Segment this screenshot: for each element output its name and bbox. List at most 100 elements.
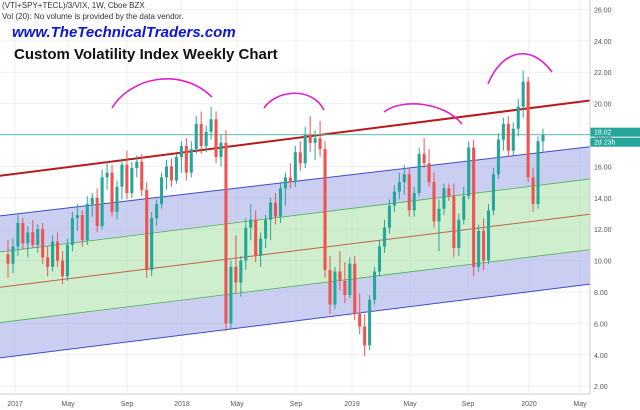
candle-body: [160, 177, 164, 205]
candle-body: [452, 196, 456, 249]
candle-body: [41, 229, 45, 258]
candle-body: [477, 230, 481, 267]
y-tick-label: 12.00: [594, 227, 612, 234]
candle-body: [125, 164, 129, 194]
candle-body: [377, 246, 382, 272]
candle-body: [244, 227, 248, 261]
candle-body: [239, 260, 243, 283]
candle-body: [100, 177, 104, 227]
symbol-line: (VTI+SPY+TECL)/3/VIX, 1W, Cboe BZX: [2, 1, 145, 10]
y-tick-label: 14.00: [594, 196, 612, 203]
candle-body: [60, 260, 65, 277]
candle-body: [65, 244, 69, 277]
x-tick-label: 2020: [521, 401, 537, 408]
candle-body: [353, 263, 357, 314]
website-label: www.TheTechnicalTraders.com: [12, 24, 236, 41]
candle-body: [264, 219, 268, 239]
candle-body: [269, 202, 273, 220]
candle-body: [491, 174, 495, 211]
volume-note: Vol (20): No volume is provided by the d…: [2, 12, 184, 21]
candle-body: [36, 229, 40, 245]
candle-body: [249, 219, 253, 228]
lower-band: [0, 249, 590, 358]
y-tick-label: 10.00: [594, 259, 612, 266]
candle-body: [194, 124, 198, 150]
y-tick-label: 20.00: [594, 102, 612, 109]
candle-body: [368, 299, 372, 346]
annotation-arc: [111, 78, 213, 109]
y-tick-label: 22.00: [594, 70, 612, 77]
candle-body: [145, 189, 149, 270]
candle-body: [85, 204, 89, 241]
x-tick-label: Sep: [121, 401, 134, 408]
candle-body: [6, 254, 10, 264]
candle-body: [472, 147, 476, 267]
candle-body: [407, 174, 411, 211]
candle-body: [56, 241, 60, 261]
countdown-value: 2d 23h: [594, 140, 616, 147]
candle-body: [531, 177, 535, 205]
candle-body: [427, 163, 431, 183]
candle-body: [412, 193, 416, 211]
y-tick-label: 26.00: [594, 7, 612, 14]
candle-body: [323, 149, 327, 270]
x-tick-label: Sep: [462, 401, 475, 408]
x-tick-label: 2018: [174, 401, 190, 408]
candle-body: [80, 215, 84, 241]
candle-body: [169, 166, 174, 181]
annotation-arc: [383, 103, 463, 125]
channel-line-lower-inner: [0, 249, 591, 323]
candle-body: [224, 142, 228, 324]
candle-body: [278, 188, 282, 217]
candle-body: [75, 215, 79, 219]
candle-body: [110, 172, 114, 212]
candle-body: [254, 219, 258, 256]
candle-body: [313, 138, 317, 143]
candle-body: [387, 205, 391, 228]
candle-body: [447, 188, 451, 197]
candle-body: [348, 263, 352, 296]
candle-body: [482, 230, 486, 261]
candle-body: [229, 266, 233, 324]
candle-body: [506, 124, 510, 151]
candle-body: [382, 227, 387, 247]
candle-body: [135, 161, 139, 168]
candle-body: [164, 166, 169, 178]
channel-line-upper-inner: [0, 178, 591, 253]
candle-body: [373, 271, 377, 300]
annotation-arc: [263, 92, 325, 111]
x-tick-label: May: [61, 401, 75, 408]
candle-body: [501, 124, 505, 140]
candle-body: [511, 128, 515, 151]
last-price-badge: [590, 127, 640, 137]
candle-body: [16, 222, 20, 247]
candle-body: [214, 119, 218, 157]
candle-body: [462, 196, 466, 220]
candle-body: [293, 152, 297, 183]
candle-body: [432, 182, 436, 222]
candle-body: [189, 149, 193, 173]
x-tick-label: May: [403, 401, 417, 408]
candle-body: [120, 164, 124, 187]
annotation-arc: [487, 53, 553, 85]
candle-body: [392, 191, 396, 206]
candle-body: [457, 219, 461, 249]
countdown-badge: [590, 137, 640, 147]
x-tick-label: Sep: [290, 401, 303, 408]
candle-body: [105, 172, 109, 178]
chart-title: Custom Volatility Index Weekly Chart: [14, 46, 278, 63]
candle-body: [95, 197, 99, 227]
candle-body: [174, 156, 178, 181]
y-tick-label: 2.00: [594, 384, 608, 391]
candle-body: [115, 186, 119, 212]
candle-body: [526, 81, 530, 178]
candle-body: [273, 202, 278, 217]
candle-body: [541, 134, 545, 142]
candle-body: [358, 313, 362, 327]
candle-body: [333, 271, 337, 305]
candle-body: [343, 280, 347, 296]
y-tick-label: 6.00: [594, 321, 608, 328]
candle-body: [11, 246, 15, 264]
y-tick-label: 4.00: [594, 353, 608, 360]
